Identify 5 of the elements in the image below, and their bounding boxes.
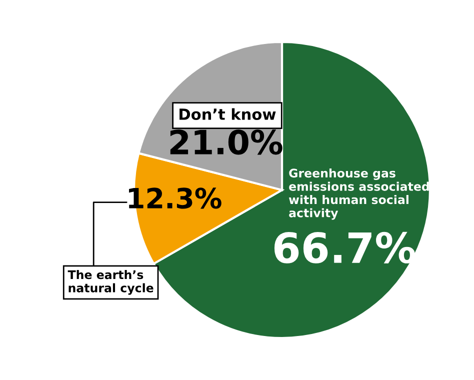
- data-label: 21.0%: [170, 129, 282, 155]
- data-label: 66.7%: [274, 232, 416, 264]
- slice-label: The earth’s natural cycle: [68, 270, 154, 295]
- slice-label: Don’t know: [180, 108, 276, 120]
- slice-label: Greenhouse gas emissions associated with human social activity: [288, 168, 429, 220]
